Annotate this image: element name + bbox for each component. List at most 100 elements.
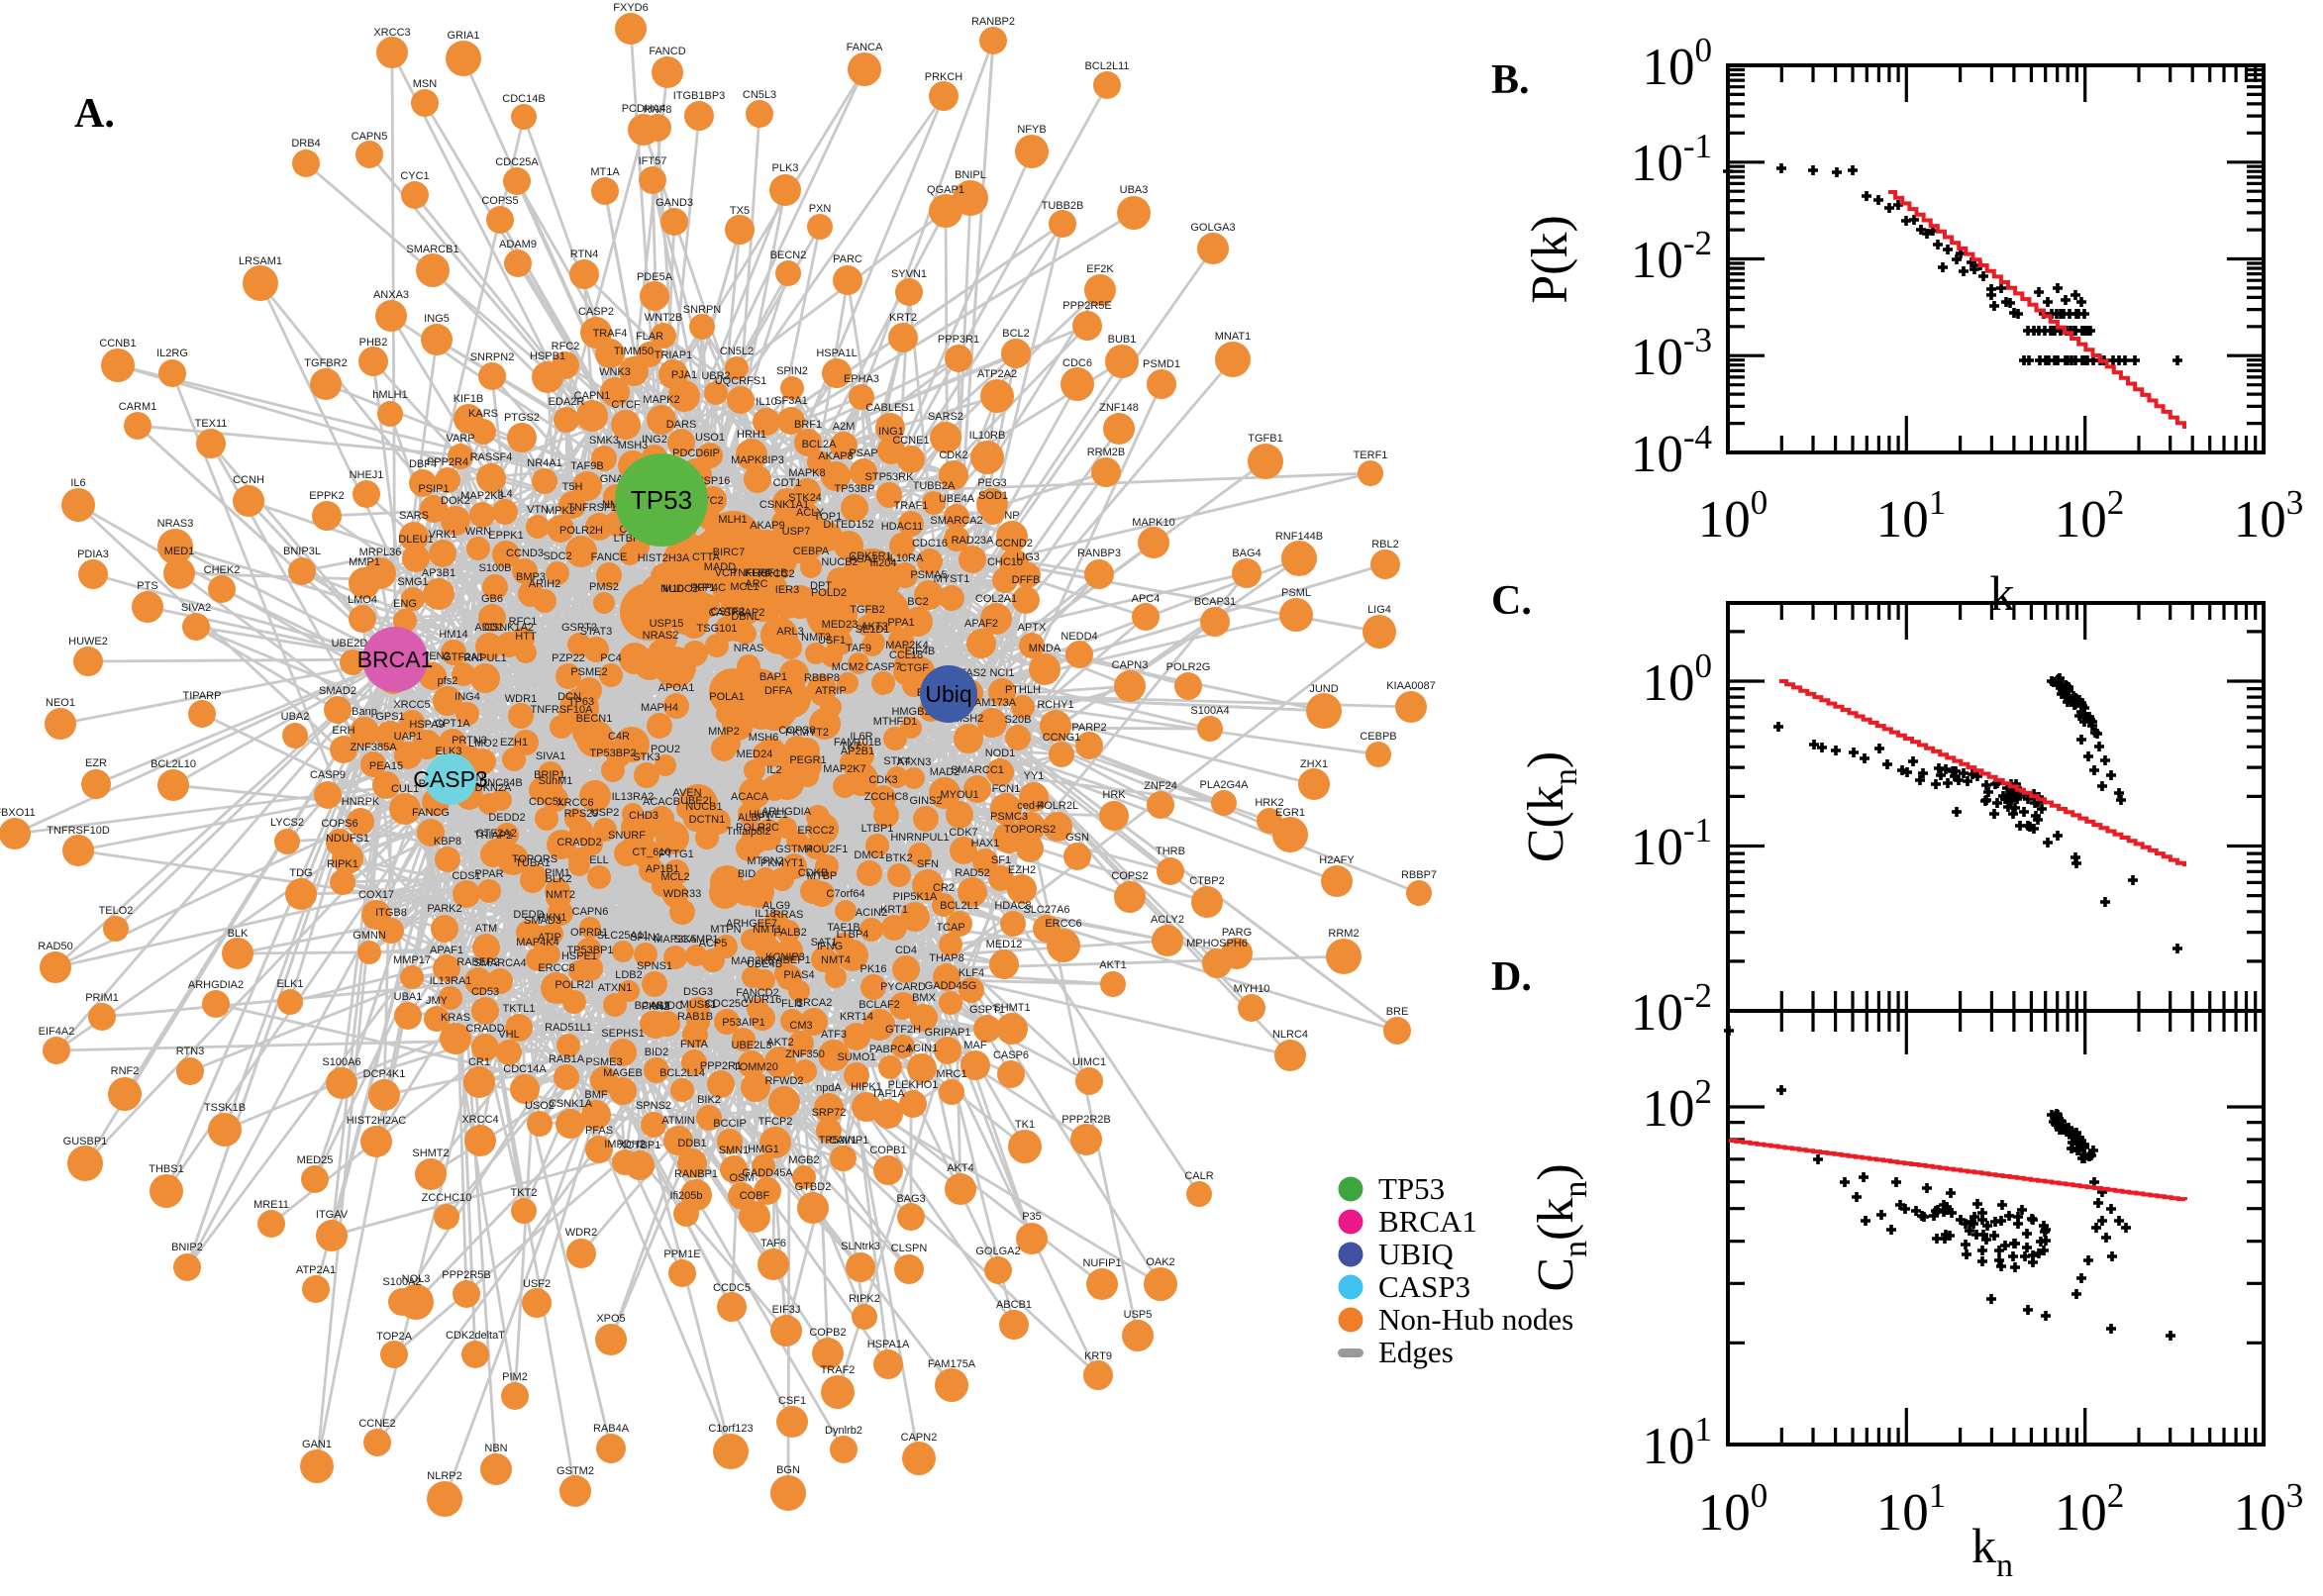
- svg-text:TSG101: TSG101: [697, 623, 738, 635]
- svg-text:BCL2L10: BCL2L10: [151, 758, 196, 770]
- svg-text:HAX1: HAX1: [971, 838, 1000, 849]
- svg-text:PIP5K1A: PIP5K1A: [893, 891, 938, 903]
- svg-text:PK16: PK16: [860, 963, 887, 975]
- svg-text:CD53: CD53: [471, 986, 499, 998]
- svg-text:MRPL36: MRPL36: [359, 547, 402, 558]
- svg-text:Ifi204: Ifi204: [870, 557, 897, 569]
- svg-text:SLNtrk3: SLNtrk3: [841, 1241, 880, 1252]
- svg-text:MYOU1: MYOU1: [940, 789, 978, 801]
- svg-text:PTGS2: PTGS2: [504, 412, 540, 424]
- svg-text:RRM2: RRM2: [1328, 928, 1359, 940]
- svg-text:ITGB8: ITGB8: [375, 907, 407, 919]
- svg-text:PXN: PXN: [809, 203, 832, 215]
- svg-text:GRIA1: GRIA1: [447, 30, 479, 42]
- svg-text:SARS2: SARS2: [928, 411, 963, 423]
- svg-text:RABEP1: RABEP1: [767, 954, 810, 966]
- svg-text:BID: BID: [738, 868, 756, 880]
- svg-text:STK24: STK24: [788, 492, 822, 504]
- svg-text:TKTL1: TKTL1: [502, 1003, 535, 1015]
- svg-text:OPRD1: OPRD1: [570, 927, 608, 939]
- svg-text:Banp: Banp: [352, 706, 377, 718]
- svg-text:SEPHS1: SEPHS1: [601, 1028, 644, 1040]
- svg-text:POLD2: POLD2: [811, 587, 847, 599]
- svg-text:VHL: VHL: [498, 1029, 519, 1041]
- svg-text:TIMM50: TIMM50: [614, 346, 654, 357]
- svg-text:MAPK10: MAPK10: [1132, 517, 1174, 529]
- svg-text:UIMC1: UIMC1: [1072, 1056, 1106, 1068]
- svg-text:RFWD2: RFWD2: [764, 1075, 803, 1087]
- svg-text:TDG: TDG: [289, 867, 312, 879]
- svg-text:PPP3R1: PPP3R1: [938, 334, 979, 346]
- svg-text:T5H: T5H: [562, 481, 583, 493]
- svg-text:MAPH4: MAPH4: [641, 702, 678, 714]
- svg-text:LMO2: LMO2: [468, 738, 498, 749]
- svg-text:S100A6: S100A6: [322, 1056, 360, 1068]
- svg-text:ERCC8: ERCC8: [538, 962, 574, 974]
- svg-text:NHEJ1: NHEJ1: [350, 469, 384, 481]
- svg-text:BRCA2: BRCA2: [796, 997, 833, 1009]
- svg-text:ZHX1: ZHX1: [1300, 758, 1328, 770]
- svg-text:SF3A1: SF3A1: [774, 395, 808, 407]
- svg-text:TAF6: TAF6: [760, 1238, 786, 1249]
- svg-text:Non-Hub nodes: Non-Hub nodes: [1378, 1302, 1573, 1337]
- svg-text:COPB1: COPB1: [869, 1145, 906, 1156]
- svg-text:MMP17: MMP17: [393, 954, 431, 966]
- svg-text:RNF2: RNF2: [111, 1065, 140, 1077]
- svg-text:FANCA: FANCA: [847, 42, 883, 53]
- svg-text:FANCG: FANCG: [412, 807, 450, 819]
- svg-text:GAN1: GAN1: [302, 1439, 332, 1450]
- svg-text:TCAP: TCAP: [936, 922, 964, 934]
- svg-text:GAND3: GAND3: [656, 197, 693, 209]
- svg-text:CDC6: CDC6: [1062, 357, 1092, 369]
- svg-text:THBS1: THBS1: [149, 1163, 183, 1175]
- svg-text:ALG9: ALG9: [762, 900, 790, 912]
- svg-text:QGAP1: QGAP1: [927, 184, 964, 196]
- svg-text:CCL18: CCL18: [889, 649, 923, 661]
- svg-text:RAD52: RAD52: [955, 867, 989, 879]
- svg-text:LMO4: LMO4: [348, 594, 377, 606]
- svg-text:POLR2I: POLR2I: [555, 979, 593, 991]
- svg-text:WDR1: WDR1: [505, 693, 537, 705]
- svg-text:BAP1: BAP1: [759, 671, 787, 683]
- svg-text:CDT1: CDT1: [773, 477, 802, 489]
- svg-text:TNFRSF10A: TNFRSF10A: [531, 704, 594, 716]
- svg-text:RRAS: RRAS: [773, 909, 804, 921]
- svg-text:GOLGA2: GOLGA2: [975, 1246, 1020, 1257]
- svg-text:CEBPB: CEBPB: [1360, 731, 1396, 743]
- svg-text:LYCS2: LYCS2: [270, 817, 304, 829]
- svg-text:COBF: COBF: [740, 1190, 770, 1202]
- svg-text:CUL1: CUL1: [391, 783, 419, 795]
- svg-text:DCTN1: DCTN1: [689, 814, 726, 826]
- svg-text:ARHGDIA2: ARHGDIA2: [188, 979, 244, 991]
- svg-text:POLR2H: POLR2H: [559, 525, 603, 537]
- svg-text:C4R: C4R: [608, 731, 630, 743]
- svg-text:POU2: POU2: [651, 744, 680, 755]
- svg-text:NMT3: NMT3: [801, 632, 831, 644]
- svg-text:NMT2: NMT2: [546, 889, 575, 901]
- svg-text:WNT2B: WNT2B: [645, 312, 683, 324]
- svg-text:FAM101B: FAM101B: [834, 737, 881, 748]
- svg-text:APAF1: APAF1: [430, 945, 463, 956]
- svg-text:TRIAP1: TRIAP1: [655, 349, 693, 361]
- svg-text:EIF4A2: EIF4A2: [39, 1026, 75, 1038]
- svg-text:TOP2A: TOP2A: [376, 1331, 413, 1343]
- svg-text:EIF3J: EIF3J: [772, 1304, 801, 1316]
- svg-text:DBF4: DBF4: [409, 458, 437, 470]
- svg-text:PARG: PARG: [1222, 927, 1252, 939]
- svg-text:ACIN2: ACIN2: [856, 907, 887, 919]
- svg-text:C.: C.: [1491, 578, 1532, 624]
- svg-text:IL6: IL6: [70, 477, 85, 489]
- svg-text:GADD45A: GADD45A: [742, 1167, 793, 1179]
- svg-text:MUS81: MUS81: [680, 999, 717, 1011]
- svg-text:TAF1A: TAF1A: [871, 1088, 905, 1100]
- svg-text:AP1B1: AP1B1: [646, 863, 679, 875]
- svg-text:MTHFD1: MTHFD1: [873, 716, 918, 728]
- svg-text:MCM2: MCM2: [832, 661, 863, 673]
- svg-text:UQCRFS1: UQCRFS1: [715, 375, 767, 387]
- svg-text:BAG3: BAG3: [896, 1193, 925, 1205]
- svg-text:CABLES1: CABLES1: [865, 402, 915, 414]
- svg-text:BLK2: BLK2: [546, 873, 572, 885]
- svg-text:GMNN: GMNN: [353, 930, 386, 942]
- svg-text:HIST2H2AC: HIST2H2AC: [347, 1115, 407, 1127]
- svg-text:FNTA: FNTA: [680, 1039, 709, 1050]
